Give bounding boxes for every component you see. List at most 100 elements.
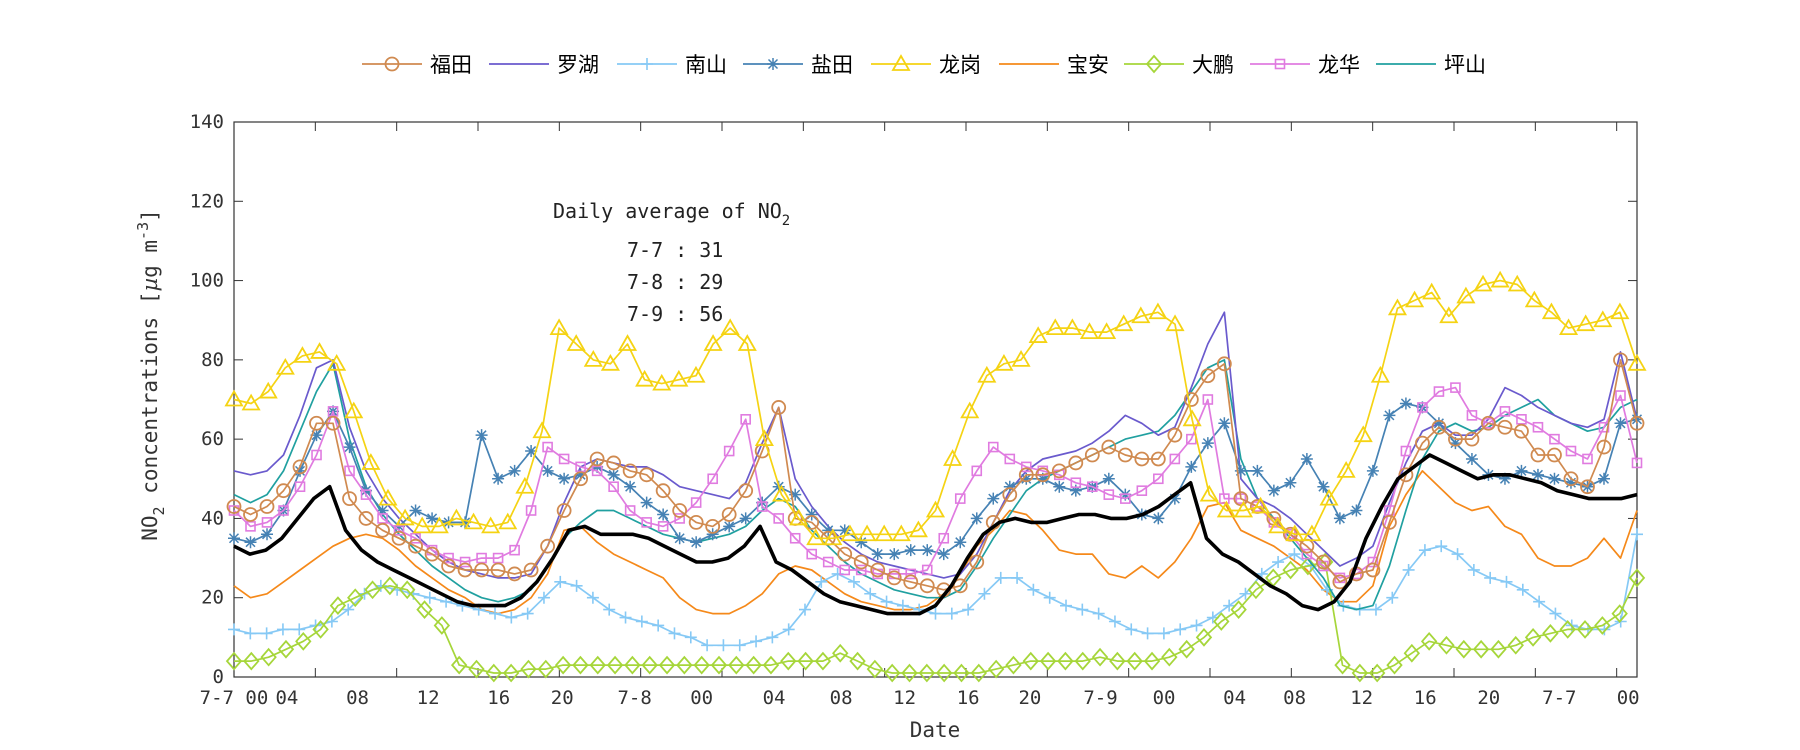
data-point [1216, 356, 1232, 372]
data-point [311, 449, 322, 461]
data-point [459, 516, 472, 529]
data-point [226, 499, 242, 514]
x-tick-label: 08 [1283, 687, 1306, 709]
data-point [1484, 571, 1497, 584]
data-point [1239, 587, 1252, 600]
data-point [399, 580, 416, 600]
data-point [1062, 318, 1082, 336]
data-point [864, 587, 877, 600]
series-line [234, 561, 1638, 674]
data-point [433, 616, 451, 635]
data-point [921, 544, 934, 557]
data-point [1319, 488, 1339, 506]
data-point [1053, 480, 1066, 493]
data-point [1282, 560, 1299, 580]
data-point [376, 504, 389, 517]
data-point [706, 528, 719, 541]
data-point [275, 357, 295, 375]
data-point [903, 574, 919, 590]
data-point [475, 429, 488, 442]
data-point [673, 532, 686, 545]
data-point [1548, 472, 1561, 485]
data-point [1386, 591, 1399, 604]
x-tick-label: 20 [1018, 687, 1041, 709]
data-point [728, 655, 745, 675]
data-point [1141, 627, 1154, 640]
data-point [1365, 562, 1381, 578]
series-2 [233, 311, 1638, 579]
data-point [1060, 599, 1073, 612]
x-tick-label: 16 [957, 687, 980, 709]
data-point [622, 463, 638, 479]
data-point [1223, 599, 1236, 612]
data-point [1157, 627, 1170, 640]
data-point [1087, 481, 1098, 493]
data-point [586, 591, 599, 604]
data-point [908, 520, 928, 538]
data-point [485, 663, 503, 683]
data-point [1002, 487, 1018, 503]
data-point [805, 508, 818, 521]
data-point [1629, 415, 1645, 431]
data-point [276, 483, 291, 499]
data-point [309, 415, 324, 431]
data-point [556, 503, 572, 518]
data-point [1120, 493, 1131, 504]
data-point [1174, 623, 1187, 636]
data-point [970, 512, 983, 525]
data-point [1091, 647, 1109, 667]
data-point [608, 481, 619, 493]
data-point [554, 655, 572, 675]
data-point [1614, 417, 1627, 430]
y-tick-label: 120 [190, 190, 224, 212]
data-point [1490, 270, 1510, 288]
x-tick-label: 16 [1414, 687, 1437, 709]
data-point [771, 484, 792, 502]
data-point [970, 663, 987, 683]
data-point [657, 521, 669, 532]
data-point [756, 501, 768, 512]
data-point [938, 532, 950, 544]
data-point [1011, 571, 1024, 584]
data-point [1497, 419, 1513, 435]
data-point [1268, 516, 1288, 534]
data-point [919, 578, 935, 594]
data-point [1576, 620, 1594, 639]
data-point [901, 663, 918, 683]
data-point [1456, 286, 1476, 304]
data-point [1018, 467, 1034, 483]
data-point [1631, 413, 1643, 426]
data-point [674, 513, 685, 524]
data-point [1218, 417, 1231, 430]
data-point [600, 354, 620, 371]
data-point [782, 623, 795, 636]
data-point [329, 596, 347, 616]
data-point [589, 451, 605, 467]
data-point [1251, 496, 1271, 514]
x-tick-label: 7-7 [1542, 687, 1576, 709]
data-point [1514, 423, 1529, 439]
data-point [375, 522, 390, 538]
data-point [866, 659, 884, 679]
data-point [1084, 447, 1100, 463]
data-point [905, 568, 917, 580]
data-point [978, 587, 991, 600]
data-point [384, 56, 400, 72]
data-point [921, 564, 933, 576]
data-point [310, 429, 323, 442]
data-point [457, 562, 473, 578]
data-point [693, 655, 710, 675]
data-point [1615, 390, 1626, 401]
data-point [423, 591, 436, 604]
data-point [1451, 548, 1464, 561]
data-point [492, 472, 505, 485]
data-point [652, 619, 665, 632]
data-point [1148, 302, 1168, 320]
data-point [624, 480, 637, 493]
annotation-title: Daily average of NO2 [553, 199, 790, 229]
data-point [707, 473, 718, 485]
data-point [1332, 574, 1348, 590]
data-point [1069, 484, 1082, 497]
data-point [1317, 480, 1330, 493]
